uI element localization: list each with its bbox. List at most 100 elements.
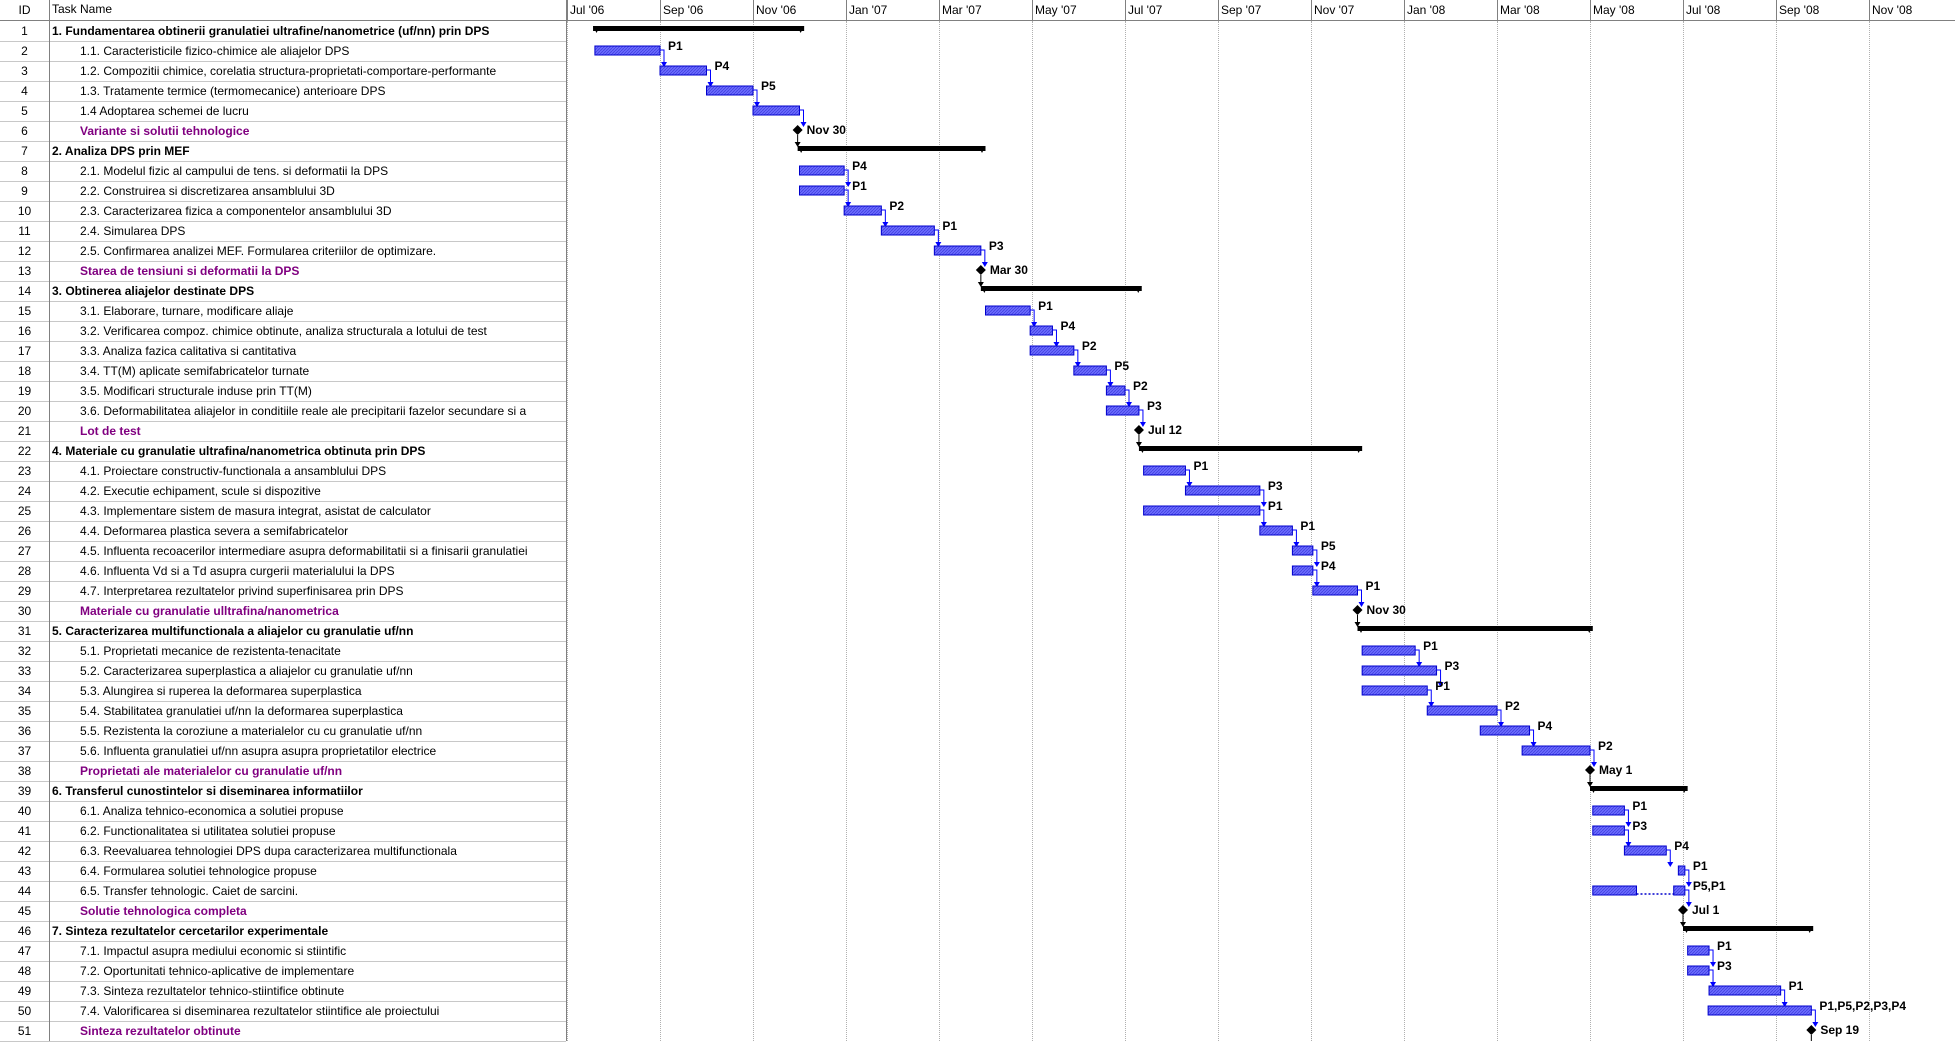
table-row[interactable]: 38 Proprietati ale materialelor cu granul… — [0, 761, 566, 782]
table-row[interactable]: 42 6.3. Reevaluarea tehnologiei DPS dupa … — [0, 841, 566, 862]
task-name[interactable]: Sinteza rezultatelor obtinute — [80, 1024, 241, 1038]
task-name[interactable]: 7.3. Sinteza rezultatelor tehnico-stiint… — [80, 984, 345, 998]
task-name[interactable]: 4.2. Executie echipament, scule si dispo… — [80, 484, 321, 498]
task-name[interactable]: 1.3. Tratamente termice (termomecanice) … — [80, 84, 386, 98]
task-name[interactable]: 6.5. Transfer tehnologic. Caiet de sarci… — [80, 884, 299, 898]
task-name[interactable]: 2.3. Caracterizarea fizica a componentel… — [80, 204, 392, 218]
task-bar[interactable] — [1291, 545, 1314, 556]
task-name[interactable]: 6.2. Functionalitatea si utilitatea solu… — [80, 824, 336, 838]
task-name[interactable]: 2. Analiza DPS prin MEF — [52, 144, 190, 158]
table-row[interactable]: 39 6. Transferul cunostintelor si disemin… — [0, 781, 566, 802]
task-name[interactable]: 2.2. Construirea si discretizarea ansamb… — [80, 184, 335, 198]
task-bar[interactable] — [1029, 345, 1075, 356]
table-row[interactable]: 14 3. Obtinerea aliajelor destinate DPS — [0, 281, 566, 302]
task-bar[interactable] — [1708, 985, 1782, 996]
task-bar[interactable] — [1029, 325, 1053, 336]
summary-bar[interactable] — [1138, 446, 1363, 451]
milestone-diamond-icon[interactable] — [1133, 425, 1144, 435]
milestone-diamond-icon[interactable] — [975, 265, 986, 275]
task-name[interactable]: 5. Caracterizarea multifunctionala a ali… — [52, 624, 414, 638]
task-name[interactable]: 3.6. Deformabilitatea aliajelor in condi… — [80, 404, 527, 418]
task-bar[interactable] — [1707, 1005, 1812, 1016]
table-row[interactable]: 19 3.5. Modificari structurale induse pri… — [0, 381, 566, 402]
task-bar[interactable] — [985, 305, 1031, 316]
table-row[interactable]: 24 4.2. Executie echipament, scule si dis… — [0, 481, 566, 502]
table-row[interactable]: 18 3.4. TT(M) aplicate semifabricatelor t… — [0, 361, 566, 382]
table-row[interactable]: 51 Sinteza rezultatelor obtinute — [0, 1021, 566, 1042]
summary-bar[interactable] — [1357, 626, 1593, 631]
task-name[interactable]: 3.5. Modificari structurale induse prin … — [80, 384, 312, 398]
milestone-diamond-icon[interactable] — [792, 125, 803, 135]
task-name[interactable]: 1. Fundamentarea obtinerii granulatiei u… — [52, 24, 490, 38]
summary-bar[interactable] — [1590, 786, 1688, 791]
task-name[interactable]: 2.5. Confirmarea analizei MEF. Formulare… — [80, 244, 437, 258]
milestone-diamond-icon[interactable] — [1352, 605, 1363, 615]
table-row[interactable]: 46 7. Sinteza rezultatelor cercetarilor e… — [0, 921, 566, 942]
table-row[interactable]: 25 4.3. Implementare sistem de masura int… — [0, 501, 566, 522]
task-name[interactable]: 1.4 Adoptarea schemei de lucru — [80, 104, 249, 118]
task-name[interactable]: 4.5. Influenta recoacerilor intermediare… — [80, 544, 528, 558]
table-row[interactable]: 7 2. Analiza DPS prin MEF — [0, 141, 566, 162]
task-name[interactable]: 1.1. Caracteristicile fizico-chimice ale… — [80, 44, 350, 58]
task-bar[interactable] — [706, 85, 754, 96]
table-row[interactable]: 17 3.3. Analiza fazica calitativa si cant… — [0, 341, 566, 362]
task-name[interactable]: 5.4. Stabilitatea granulatiei uf/nn la d… — [80, 704, 403, 718]
table-row[interactable]: 21 Lot de test — [0, 421, 566, 442]
milestone-diamond-icon[interactable] — [1585, 765, 1595, 775]
table-row[interactable]: 48 7.2. Oportunitati tehnico-aplicative d… — [0, 961, 566, 982]
summary-bar[interactable] — [593, 26, 805, 31]
task-bar[interactable] — [1143, 505, 1261, 516]
task-name[interactable]: 3. Obtinerea aliajelor destinate DPS — [52, 284, 255, 298]
task-name[interactable]: 3.1. Elaborare, turnare, modificare alia… — [80, 304, 294, 318]
task-name[interactable]: 3.2. Verificarea compoz. chimice obtinut… — [80, 324, 487, 338]
table-row[interactable]: 13 Starea de tensiuni si deformatii la DP… — [0, 261, 566, 282]
task-name[interactable]: 2.1. Modelul fizic al campului de tens. … — [80, 164, 389, 178]
task-bar[interactable] — [1521, 745, 1591, 756]
table-row[interactable]: 23 4.1. Proiectare constructiv-functional… — [0, 461, 566, 482]
task-name[interactable]: 6.1. Analiza tehnico-economica a solutie… — [80, 804, 344, 818]
task-name[interactable]: 4.3. Implementare sistem de masura integ… — [80, 504, 431, 518]
task-bar[interactable] — [1105, 385, 1126, 396]
task-name[interactable]: Variante si solutii tehnologice — [80, 124, 250, 138]
task-name[interactable]: Lot de test — [80, 424, 141, 438]
task-name[interactable]: 7.2. Oportunitati tehnico-aplicative de … — [80, 964, 355, 978]
task-name[interactable]: 7.4. Valorificarea si diseminarea rezult… — [80, 1004, 440, 1018]
task-bar[interactable] — [1426, 705, 1498, 716]
table-row[interactable]: 41 6.2. Functionalitatea si utilitatea so… — [0, 821, 566, 842]
task-name[interactable]: 5.6. Influenta granulatiei uf/nn asupra … — [80, 744, 437, 758]
task-bar[interactable] — [1105, 405, 1140, 416]
table-row[interactable]: 15 3.1. Elaborare, turnare, modificare al… — [0, 301, 566, 322]
task-name[interactable]: 6. Transferul cunostintelor si diseminar… — [52, 784, 363, 798]
task-name[interactable]: 4.7. Interpretarea rezultatelor privind … — [80, 584, 404, 598]
table-row[interactable]: 35 5.4. Stabilitatea granulatiei uf/nn la… — [0, 701, 566, 722]
summary-bar[interactable] — [797, 146, 986, 151]
task-name[interactable]: 5.1. Proprietati mecanice de rezistenta-… — [80, 644, 341, 658]
task-bar[interactable] — [1623, 845, 1667, 856]
task-bar[interactable] — [1073, 365, 1107, 376]
table-row[interactable]: 44 6.5. Transfer tehnologic. Caiet de sar… — [0, 881, 566, 902]
table-row[interactable]: 29 4.7. Interpretarea rezultatelor privin… — [0, 581, 566, 602]
table-row[interactable]: 31 5. Caracterizarea multifunctionala a a… — [0, 621, 566, 642]
table-row[interactable]: 11 2.4. Simularea DPS — [0, 221, 566, 242]
task-bar[interactable] — [1677, 865, 1686, 876]
task-name[interactable]: 6.3. Reevaluarea tehnologiei DPS dupa ca… — [80, 844, 457, 858]
task-name[interactable]: 5.5. Rezistenta la coroziune a materiale… — [80, 724, 423, 738]
table-row[interactable]: 28 4.6. Influenta Vd si a Td asupra curge… — [0, 561, 566, 582]
task-bar[interactable] — [1361, 645, 1416, 656]
task-bar[interactable] — [1361, 665, 1438, 676]
table-row[interactable]: 6 Variante si solutii tehnologice — [0, 121, 566, 142]
task-bar[interactable] — [1184, 485, 1261, 496]
task-bar[interactable] — [1687, 965, 1710, 976]
milestone-diamond-icon[interactable] — [1678, 905, 1688, 915]
table-row[interactable]: 16 3.2. Verificarea compoz. chimice obtin… — [0, 321, 566, 342]
task-name[interactable]: 4.6. Influenta Vd si a Td asupra curgeri… — [80, 564, 395, 578]
table-row[interactable]: 32 5.1. Proprietati mecanice de rezistent… — [0, 641, 566, 662]
summary-bar[interactable] — [1683, 926, 1814, 931]
task-bar[interactable] — [1259, 525, 1293, 536]
table-row[interactable]: 3 1.2. Compozitii chimice, corelatia stru… — [0, 61, 566, 82]
table-row[interactable]: 40 6.1. Analiza tehnico-economica a solut… — [0, 801, 566, 822]
task-bar[interactable] — [752, 105, 800, 116]
task-bar[interactable] — [1143, 465, 1186, 476]
task-bar[interactable] — [1361, 685, 1428, 696]
task-name[interactable]: 7. Sinteza rezultatelor cercetarilor exp… — [52, 924, 329, 938]
